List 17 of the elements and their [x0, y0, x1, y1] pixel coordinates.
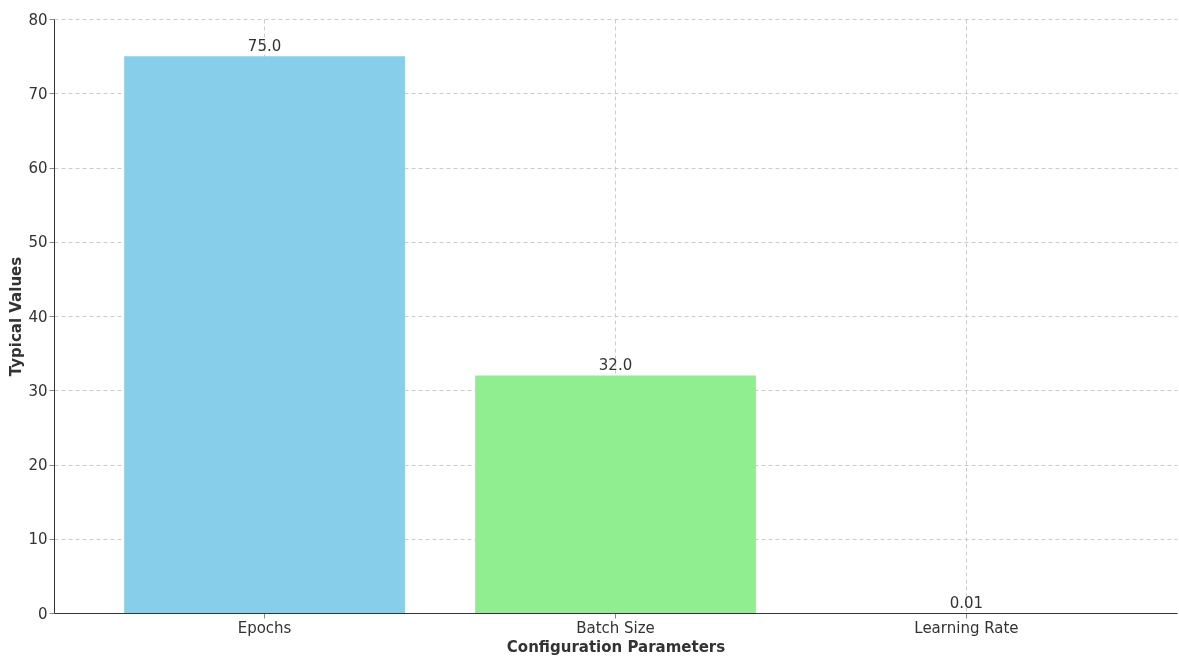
y-tick-label: 60	[28, 159, 48, 177]
y-tick-label: 20	[28, 456, 48, 474]
y-tick-label: 80	[28, 10, 48, 29]
y-axis-title: Typical Values	[7, 256, 26, 377]
x-axis-title: Configuration Parameters	[506, 637, 726, 656]
x-tick-label: Batch Size	[576, 618, 655, 637]
data-label: 75.0	[247, 37, 282, 56]
data-label: 32.0	[598, 356, 633, 375]
y-tick-label: 0	[37, 604, 48, 623]
y-tick-label: 50	[28, 233, 48, 252]
y-tick-label: 40	[28, 307, 48, 326]
x-tick-label: Epochs	[237, 618, 292, 637]
y-tick-label: 30	[28, 381, 48, 400]
y-tick-label: 10	[28, 530, 48, 549]
x-tick-label: Learning Rate	[914, 618, 1019, 637]
y-tick-label: 70	[28, 84, 48, 103]
data-label: 0.01	[949, 593, 984, 612]
